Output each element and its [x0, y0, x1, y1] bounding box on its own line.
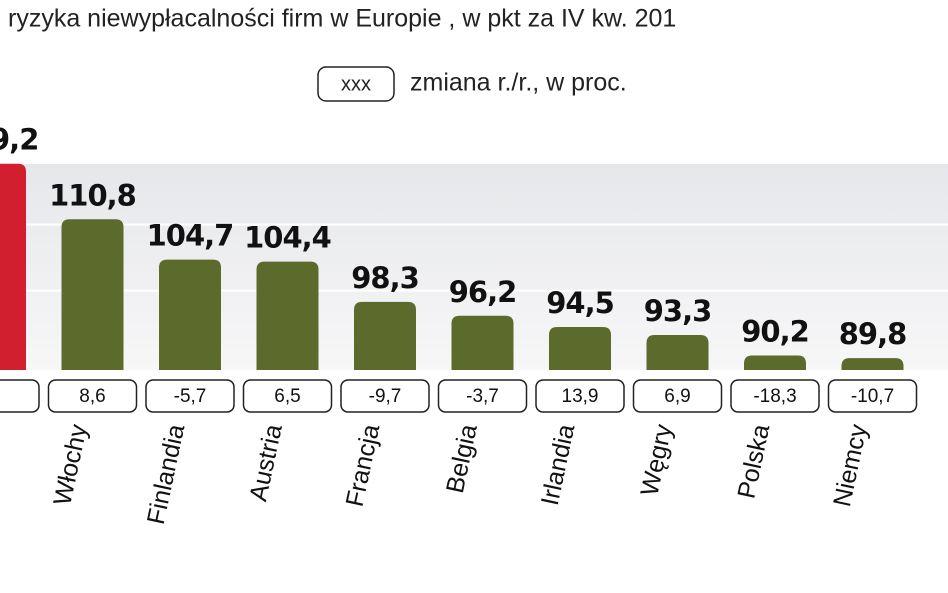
x-tick-label: Niemcy — [828, 421, 873, 509]
change-label: -10,7 — [851, 386, 894, 407]
bar — [744, 355, 806, 370]
value-label: 93,3 — [644, 294, 712, 328]
legend-box — [317, 66, 395, 102]
change-label: 6,9 — [664, 386, 690, 407]
change-box — [827, 379, 918, 413]
change-label: -5,7 — [174, 386, 207, 407]
bar — [256, 261, 319, 370]
value-label: 96,2 — [449, 275, 517, 309]
change-box — [145, 379, 235, 413]
x-tick-label: Irlandia — [536, 422, 580, 508]
x-tick-label: Polska — [732, 422, 775, 501]
x-tick-label: Belgia — [441, 422, 483, 496]
value-label: 90,2 — [741, 314, 809, 348]
value-label: 98,3 — [351, 261, 419, 295]
change-box — [0, 379, 40, 413]
change-box — [437, 379, 528, 413]
x-tick-label: Francja — [341, 422, 386, 509]
change-label: -18,3 — [753, 386, 796, 407]
change-box — [632, 379, 723, 413]
x-tick-label: Finlandia — [142, 422, 191, 527]
change-box — [47, 379, 138, 413]
change-label: 8,6 — [79, 386, 105, 407]
legend-label: zmiana r./r., w proc. — [410, 69, 627, 97]
value-label: 110,8 — [49, 178, 136, 212]
bar — [451, 315, 514, 370]
bar — [354, 301, 416, 370]
x-tick-label: Węgry — [635, 421, 678, 498]
change-label: -3,7 — [466, 386, 499, 407]
chart-title: ryzyka niewypłacalności firm w Europie ,… — [8, 5, 676, 33]
change-label: 13,9 — [562, 386, 599, 407]
value-label: 89,8 — [839, 317, 907, 351]
change-box — [242, 379, 333, 413]
bar — [841, 358, 904, 370]
bar — [159, 259, 221, 370]
x-tick-label: Włochy — [48, 421, 93, 507]
bar — [646, 334, 709, 370]
change-box — [535, 379, 625, 413]
bar — [0, 163, 26, 370]
value-label: 119,2 — [0, 123, 38, 157]
change-label: 6,5 — [274, 386, 300, 407]
change-label: -9,7 — [369, 386, 402, 407]
value-label: 94,5 — [546, 286, 614, 320]
bar — [549, 327, 611, 370]
legend-sample: xxx — [341, 73, 371, 95]
x-tick-label: Austria — [244, 422, 288, 504]
bar — [61, 219, 124, 370]
change-box — [340, 379, 430, 413]
value-label: 104,7 — [147, 219, 234, 253]
change-box — [730, 379, 820, 413]
value-label: 104,4 — [244, 221, 331, 255]
